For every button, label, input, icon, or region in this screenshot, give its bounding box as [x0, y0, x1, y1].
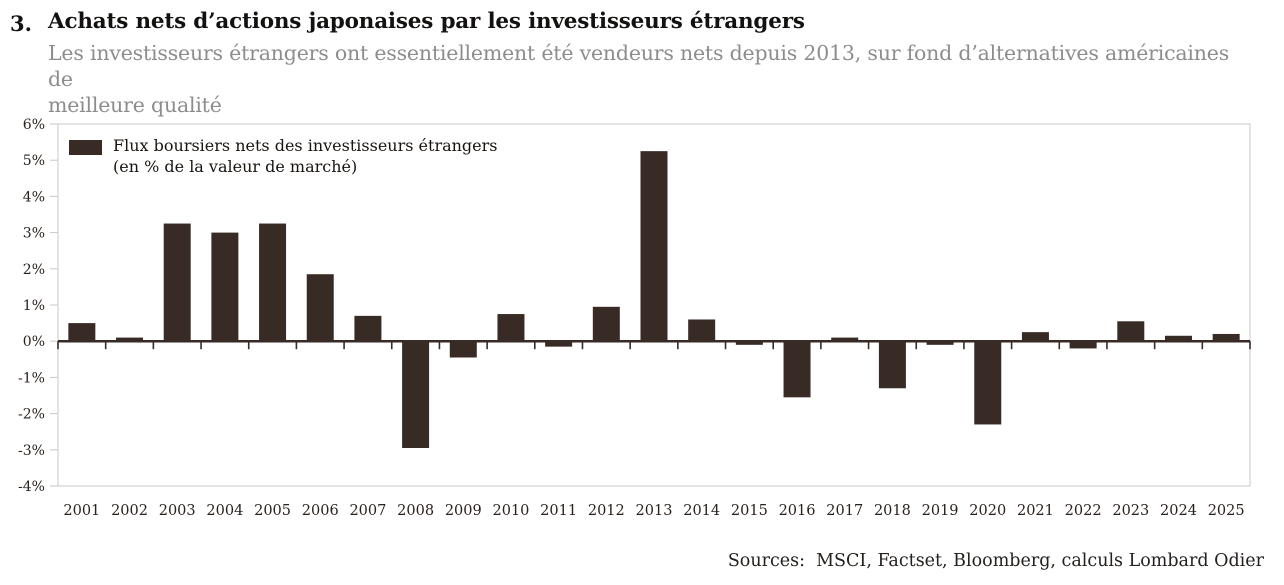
bar-chart: 6% 5% 4% 3% 2% 1% 0% -1% -2% -3% -4% 2001 2002 2003 20… — [18, 117, 1251, 519]
x-tick-label: 2014 — [683, 503, 720, 519]
bar-2021 — [1021, 332, 1049, 342]
x-tick-label: 2003 — [159, 503, 196, 519]
y-tick-label: 2% — [23, 262, 45, 278]
y-tick-label: 0% — [23, 334, 45, 350]
bar-2011 — [545, 341, 573, 347]
bar-2003 — [163, 223, 191, 342]
x-tick-label: 2006 — [302, 503, 339, 519]
bar-2008 — [402, 341, 430, 448]
x-tick-label: 2011 — [540, 503, 577, 519]
x-tick-label: 2024 — [1160, 503, 1197, 519]
x-tick-label: 2019 — [922, 503, 959, 519]
bar-2015 — [735, 341, 763, 345]
x-tick-label: 2012 — [588, 503, 625, 519]
bar-2022 — [1069, 341, 1097, 349]
x-tick-label: 2007 — [349, 503, 386, 519]
bar-2016 — [783, 341, 811, 398]
y-tick-label: 1% — [23, 298, 45, 314]
x-tick-label: 2017 — [826, 503, 863, 519]
x-tick-label: 2023 — [1112, 503, 1149, 519]
bar-2006 — [306, 274, 334, 342]
y-tick-label: -1% — [18, 370, 45, 386]
legend-swatch — [69, 140, 102, 155]
x-tick-label: 2018 — [874, 503, 911, 519]
x-tick-label: 2010 — [493, 503, 530, 519]
x-tick-label: 2008 — [397, 503, 434, 519]
chart-subtitle: Les investisseurs étrangers ont essentie… — [48, 40, 1233, 118]
legend-label-line2: (en % de la valeur de marché) — [113, 157, 358, 176]
x-tick-label: 2009 — [445, 503, 482, 519]
x-tick-label: 2001 — [63, 503, 100, 519]
x-tick-label: 2004 — [206, 503, 243, 519]
y-tick-label: -4% — [18, 479, 45, 495]
legend: Flux boursiers nets des investisseurs ét… — [69, 135, 498, 177]
y-tick-label: 5% — [23, 153, 45, 169]
x-tick-label: 2021 — [1017, 503, 1054, 519]
chart-subtitle-line2: meilleure qualité — [48, 93, 222, 117]
bar-2007 — [354, 315, 382, 342]
x-tick-label: 2020 — [969, 503, 1006, 519]
y-tick-label: -3% — [18, 443, 45, 459]
chart-title: Achats nets d’actions japonaises par les… — [48, 9, 805, 34]
bar-2014 — [688, 319, 716, 342]
bar-2020 — [974, 341, 1002, 425]
y-tick-label: -2% — [18, 407, 45, 423]
bar-2019 — [926, 341, 954, 345]
x-tick-label: 2025 — [1208, 503, 1245, 519]
bar-2009 — [449, 341, 477, 358]
legend-label: Flux boursiers nets des investisseurs ét… — [113, 135, 498, 177]
figure-number: 3. — [10, 11, 32, 36]
bar-2017 — [831, 337, 859, 342]
bar-2024 — [1164, 335, 1192, 342]
legend-label-line1: Flux boursiers nets des investisseurs ét… — [113, 136, 498, 155]
x-tick-label: 2016 — [779, 503, 816, 519]
x-tick-label: 2015 — [731, 503, 768, 519]
bar-2018 — [878, 341, 906, 389]
x-tick-label: 2005 — [254, 503, 291, 519]
bar-2004 — [211, 232, 239, 342]
x-tick-label: 2013 — [636, 503, 673, 519]
bar-2025 — [1212, 333, 1240, 342]
bar-2013 — [640, 151, 668, 342]
bar-2010 — [497, 314, 525, 342]
chart-subtitle-line1: Les investisseurs étrangers ont essentie… — [48, 41, 1230, 91]
x-tick-label: 2022 — [1065, 503, 1102, 519]
bar-2012 — [592, 306, 620, 342]
y-tick-label: 3% — [23, 226, 45, 242]
bar-2023 — [1117, 321, 1145, 342]
y-tick-label: 4% — [23, 189, 45, 205]
x-tick-label: 2002 — [111, 503, 148, 519]
bar-2005 — [259, 223, 287, 342]
bar-2002 — [116, 337, 144, 342]
y-tick-label: 6% — [23, 117, 45, 133]
sources-note: Sources: MSCI, Factset, Bloomberg, calcu… — [727, 551, 1264, 571]
bar-2001 — [68, 323, 96, 342]
